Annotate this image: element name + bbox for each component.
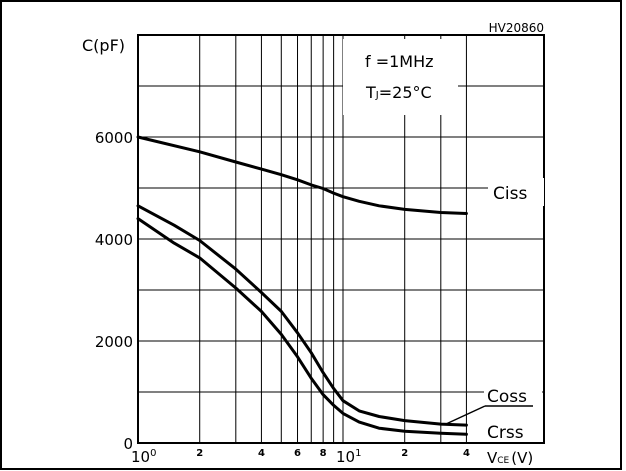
- coss-label-bg: [484, 383, 542, 408]
- x-tick-label: 4: [463, 448, 470, 459]
- temperature-value: =25°C: [379, 83, 432, 102]
- temperature-subscript: J: [375, 90, 379, 101]
- ciss-curve: [136, 135, 468, 215]
- x-tick-label: 6: [294, 448, 301, 459]
- x-tick-label: 2: [401, 448, 408, 459]
- x-axis-label: VCE (V): [487, 449, 533, 467]
- ciss-label-bg: [488, 178, 544, 206]
- chart-curves: [136, 135, 468, 436]
- x-tick-label: 8: [320, 448, 327, 459]
- x-axis-symbol: V: [487, 449, 498, 467]
- x-axis-unit: (V): [511, 449, 533, 467]
- coss-leader-line: [445, 405, 486, 425]
- figure-id-label: HV20860: [489, 21, 544, 35]
- temperature-condition: TJ=25°C: [365, 83, 432, 102]
- y-tick-label: 4000: [95, 231, 133, 249]
- x-tick-label: 100: [131, 448, 156, 466]
- x-tick-label: 4: [258, 448, 265, 459]
- coss-curve: [136, 204, 468, 427]
- conditions-box: [343, 39, 458, 115]
- y-axis-label: C(pF): [82, 36, 125, 55]
- series-labels: Ciss Coss Crss: [445, 178, 544, 443]
- x-tick-exponent: 1: [355, 448, 361, 459]
- x-axis-subscript: CE: [497, 456, 509, 466]
- y-tick-label: 0: [123, 435, 133, 453]
- x-tick-exponent: 0: [150, 448, 156, 459]
- crss-label-bg: [484, 418, 542, 442]
- x-tick-base: 10: [131, 448, 150, 466]
- crss-curve: [136, 217, 468, 436]
- x-tick-labels: 100 2 4 6 8 101 2 4: [131, 448, 470, 466]
- y-tick-label: 2000: [95, 333, 133, 351]
- coss-label: Coss: [487, 387, 527, 407]
- x-tick-label: 101: [336, 448, 361, 466]
- x-tick-base: 10: [336, 448, 355, 466]
- crss-label: Crss: [487, 423, 524, 443]
- temperature-symbol: T: [365, 83, 376, 102]
- y-tick-labels: 0 2000 4000 6000: [95, 129, 133, 453]
- x-tick-label: 2: [196, 448, 203, 459]
- plot-area-border: [137, 34, 545, 444]
- frequency-condition: f =1MHz: [365, 52, 434, 71]
- y-tick-label: 6000: [95, 129, 133, 147]
- ciss-label: Ciss: [493, 184, 527, 204]
